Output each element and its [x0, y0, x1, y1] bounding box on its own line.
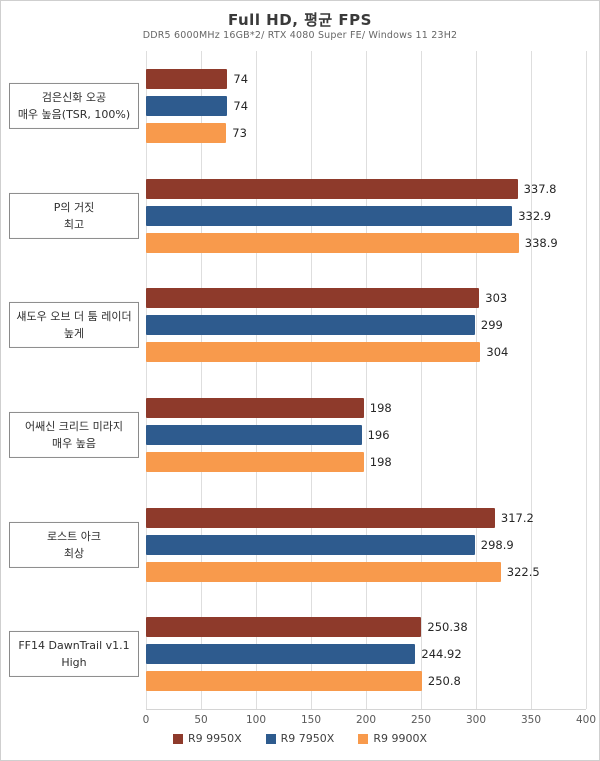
- value-label: 337.8: [523, 181, 557, 196]
- category-setting: 매우 높음(TSR, 100%): [17, 107, 131, 121]
- bar-r9-9950x: [146, 288, 480, 309]
- value-label: 317.2: [500, 510, 534, 525]
- gridline: [366, 51, 367, 709]
- chart-title: Full HD, 평균 FPS: [228, 11, 372, 29]
- value-label: 198: [369, 400, 392, 415]
- x-tick-label: 150: [300, 714, 322, 726]
- value-label: 299: [480, 318, 503, 333]
- bar-r9-9900x: [146, 671, 422, 692]
- legend-swatch: [172, 733, 183, 744]
- legend-label: R9 9950X: [187, 732, 242, 745]
- legend-label: R9 9900X: [373, 732, 427, 745]
- value-label: 250.38: [427, 620, 468, 635]
- category-name: P의 거짓: [53, 200, 95, 214]
- category-name: 섀도우 오브 더 툼 레이더: [16, 310, 132, 324]
- x-tick-label: 200: [355, 714, 377, 726]
- value-label: 250.8: [427, 674, 461, 689]
- bar-r9-9900x: [146, 232, 519, 253]
- x-tick-label: 0: [142, 714, 150, 726]
- category-setting: 매우 높음: [52, 436, 96, 450]
- x-tick-label: 300: [465, 714, 487, 726]
- category-name: 로스트 아크: [46, 529, 102, 543]
- category-setting: 최고: [63, 217, 85, 231]
- gridline: [201, 51, 202, 709]
- bar-r9-9950x: [146, 507, 495, 528]
- bar-r9-7950x: [146, 95, 228, 116]
- x-axis-line: [146, 709, 586, 710]
- legend-swatch: [358, 733, 369, 744]
- x-tick-label: 350: [520, 714, 542, 726]
- legend-item: R9 9900X: [358, 732, 427, 745]
- value-label: 304: [486, 345, 509, 360]
- gridline: [531, 51, 532, 709]
- bar-r9-9950x: [146, 617, 422, 638]
- bar-r9-9950x: [146, 397, 364, 418]
- value-label: 198: [369, 454, 392, 469]
- category-name: 어쌔신 크리드 미라지: [24, 419, 124, 433]
- x-tick-label: 50: [194, 714, 208, 726]
- value-label: 332.9: [518, 208, 552, 223]
- value-label: 73: [232, 125, 247, 140]
- category-setting: High: [61, 656, 87, 670]
- chart-subtitle: DDR5 6000MHz 16GB*2/ RTX 4080 Super FE/ …: [142, 30, 458, 41]
- gridline: [476, 51, 477, 709]
- bar-r9-9900x: [146, 122, 227, 143]
- category-name: FF14 DawnTrail v1.1: [18, 639, 130, 653]
- value-label: 196: [367, 427, 390, 442]
- category-label: FF14 DawnTrail v1.1 High: [9, 631, 139, 678]
- bar-r9-7950x: [146, 424, 362, 445]
- gridline: [421, 51, 422, 709]
- bar-r9-9900x: [146, 561, 501, 582]
- legend-item: R9 9950X: [172, 732, 242, 745]
- bar-r9-7950x: [146, 315, 475, 336]
- legend-label: R9 7950X: [280, 732, 335, 745]
- value-label: 74: [233, 71, 249, 86]
- category-name: 검은신화 오공: [41, 90, 107, 104]
- bar-r9-9900x: [146, 451, 364, 472]
- category-setting: 최상: [63, 546, 85, 560]
- gridline: [256, 51, 257, 709]
- gridline: [586, 51, 587, 709]
- x-tick-label: 250: [410, 714, 432, 726]
- value-label: 74: [233, 98, 249, 113]
- bar-r9-9950x: [146, 178, 518, 199]
- bar-r9-7950x: [146, 644, 416, 665]
- category-setting: 높게: [63, 327, 85, 341]
- value-label: 303: [485, 291, 508, 306]
- gridline: [146, 51, 147, 709]
- value-label: 322.5: [506, 564, 540, 579]
- bar-r9-9950x: [146, 68, 228, 89]
- value-label: 244.92: [421, 647, 462, 662]
- bar-r9-9900x: [146, 342, 481, 363]
- value-label: 338.9: [524, 235, 558, 250]
- legend-item: R9 7950X: [265, 732, 335, 745]
- legend-swatch: [265, 733, 276, 744]
- legend: R9 9950X R9 7950X R9 9900X: [1, 732, 599, 745]
- value-label: 298.9: [480, 537, 514, 552]
- bar-r9-7950x: [146, 534, 475, 555]
- gridline: [311, 51, 312, 709]
- x-tick-label: 100: [245, 714, 267, 726]
- bar-r9-7950x: [146, 205, 513, 226]
- x-tick-label: 400: [575, 714, 597, 726]
